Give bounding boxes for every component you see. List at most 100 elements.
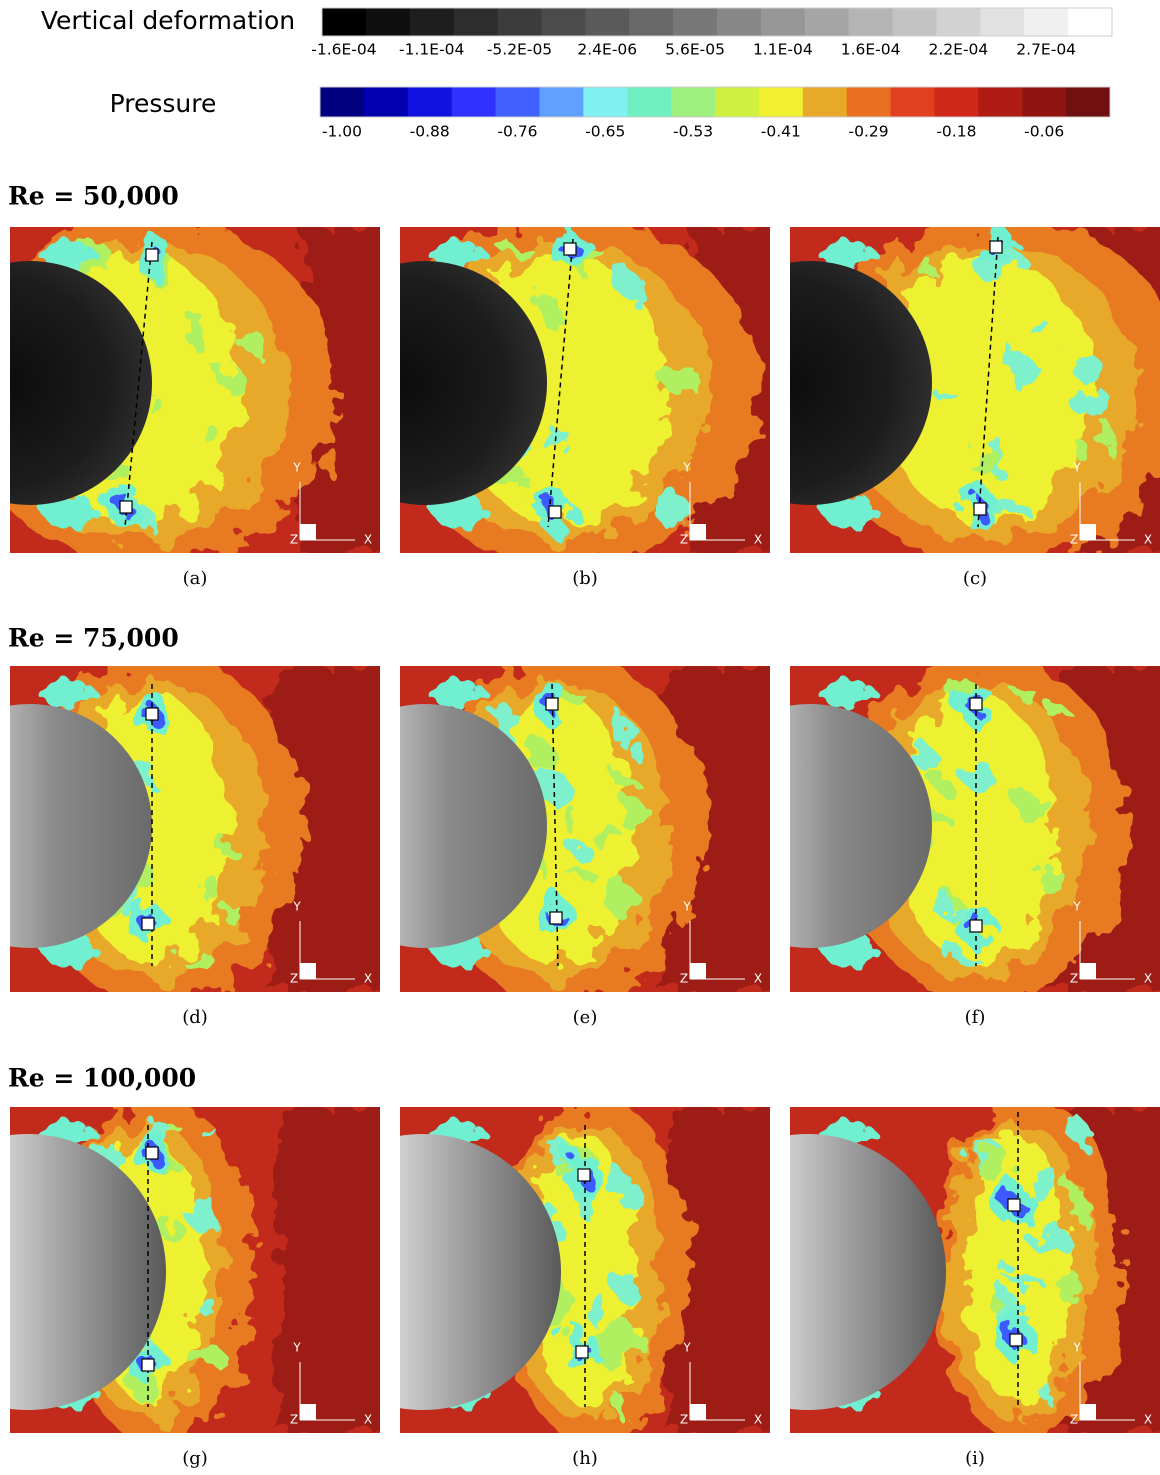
probe-point bbox=[141, 917, 155, 931]
body bbox=[10, 261, 152, 505]
wake-spot bbox=[1053, 1269, 1083, 1302]
color-swatch bbox=[1066, 87, 1111, 117]
probe-point bbox=[969, 697, 983, 711]
colorbar-label: 2.7E-04 bbox=[1016, 41, 1076, 59]
color-swatch bbox=[495, 87, 540, 117]
probe-point bbox=[119, 500, 133, 514]
wake-spot bbox=[218, 841, 234, 856]
wake-spot bbox=[545, 1144, 577, 1164]
axis-label: Z bbox=[680, 1413, 688, 1427]
axis-label: Y bbox=[292, 900, 301, 914]
colorbar-label: -1.6E-04 bbox=[311, 41, 376, 59]
wake-spot bbox=[1069, 389, 1113, 417]
lead-vortex bbox=[820, 686, 880, 706]
wake-spot bbox=[1005, 349, 1022, 386]
wake-spot bbox=[910, 746, 939, 772]
axis-z bbox=[1080, 1404, 1096, 1420]
far-field bbox=[280, 1107, 380, 1433]
colorbar-label: -0.41 bbox=[761, 123, 801, 141]
wake-spot bbox=[613, 803, 654, 826]
wake-spot bbox=[967, 449, 1005, 474]
wake-spot bbox=[1024, 317, 1048, 330]
axis-label: X bbox=[1144, 533, 1152, 547]
probe-point bbox=[549, 911, 563, 925]
color-swatch bbox=[717, 8, 762, 36]
axis-label: X bbox=[754, 1413, 762, 1427]
probe-point bbox=[575, 1345, 589, 1359]
colorbar-label: 2.4E-06 bbox=[577, 41, 637, 59]
color-swatch bbox=[758, 87, 804, 117]
wake-spot bbox=[999, 1287, 1012, 1305]
color-swatch bbox=[846, 87, 892, 117]
axis-z bbox=[690, 1404, 706, 1420]
axis-label: Y bbox=[682, 461, 691, 475]
wake-spot bbox=[936, 392, 960, 404]
lead-vortex bbox=[430, 247, 490, 267]
axis-z bbox=[300, 524, 316, 540]
color-swatch bbox=[1022, 87, 1067, 117]
axis-label: Y bbox=[292, 1341, 301, 1355]
wake-spot bbox=[497, 241, 530, 254]
probe-point bbox=[141, 1358, 155, 1372]
wake-spot bbox=[607, 883, 638, 919]
axis-label: Y bbox=[682, 1341, 691, 1355]
color-swatch bbox=[980, 8, 1025, 36]
probe-point bbox=[145, 1146, 159, 1160]
axis-label: X bbox=[364, 972, 372, 986]
panel-caption: (c) bbox=[963, 568, 987, 589]
color-swatch bbox=[802, 87, 848, 117]
wake-spot bbox=[609, 1171, 633, 1202]
color-swatch bbox=[409, 8, 455, 36]
color-swatch bbox=[539, 87, 584, 117]
contour-panel: Y X Z bbox=[790, 227, 1160, 553]
axis-label: X bbox=[1144, 972, 1152, 986]
row-heading: Re = 100,000 bbox=[8, 1064, 196, 1093]
wake-spot bbox=[915, 257, 934, 276]
color-swatch bbox=[320, 87, 365, 117]
lead-vortex bbox=[40, 502, 100, 522]
wake-spot bbox=[658, 364, 699, 391]
color-swatch bbox=[363, 87, 409, 117]
axis-label: Z bbox=[290, 1413, 298, 1427]
color-swatch bbox=[892, 8, 937, 36]
contour-panel: Y X Z bbox=[10, 227, 380, 553]
axis-label: Z bbox=[1070, 533, 1078, 547]
wake-spot bbox=[615, 1271, 638, 1304]
colorbar-label: -1.00 bbox=[322, 123, 362, 141]
axis-label: Y bbox=[1072, 900, 1081, 914]
probe-point bbox=[969, 919, 983, 933]
axis-label: X bbox=[754, 972, 762, 986]
axis-z bbox=[300, 963, 316, 979]
lead-vortex bbox=[40, 941, 100, 961]
body bbox=[790, 261, 932, 505]
panel-caption: (i) bbox=[965, 1448, 985, 1469]
body bbox=[400, 261, 547, 505]
contour-panel: Y X Z bbox=[400, 666, 770, 992]
wake-spot bbox=[586, 1290, 604, 1326]
colorbar-label: -0.76 bbox=[497, 123, 537, 141]
wake-spot bbox=[1045, 705, 1070, 718]
wake-spot bbox=[945, 950, 977, 965]
probe-point bbox=[1009, 1333, 1023, 1347]
axis-label: X bbox=[754, 533, 762, 547]
wake-spot bbox=[615, 1398, 632, 1423]
row-heading: Re = 50,000 bbox=[8, 182, 179, 211]
lead-vortex bbox=[430, 502, 490, 522]
color-swatch bbox=[978, 87, 1023, 117]
wake-spot bbox=[569, 868, 597, 882]
panel-caption: (b) bbox=[572, 568, 598, 589]
probe-point bbox=[973, 502, 987, 516]
wake-spot bbox=[201, 1122, 215, 1140]
colorbar-label: -0.53 bbox=[673, 123, 713, 141]
wake-spot bbox=[184, 308, 202, 347]
wake-spot bbox=[1016, 792, 1052, 825]
contour-panel: Y X Z bbox=[10, 1107, 380, 1433]
probe-point bbox=[545, 697, 559, 711]
contour-panel: Y X Z bbox=[10, 666, 380, 992]
colorbar-label: 5.6E-05 bbox=[665, 41, 725, 59]
probe-line bbox=[547, 238, 574, 528]
colorbar-label: -0.88 bbox=[410, 123, 450, 141]
color-swatch bbox=[936, 8, 981, 36]
color-swatch bbox=[585, 8, 630, 36]
